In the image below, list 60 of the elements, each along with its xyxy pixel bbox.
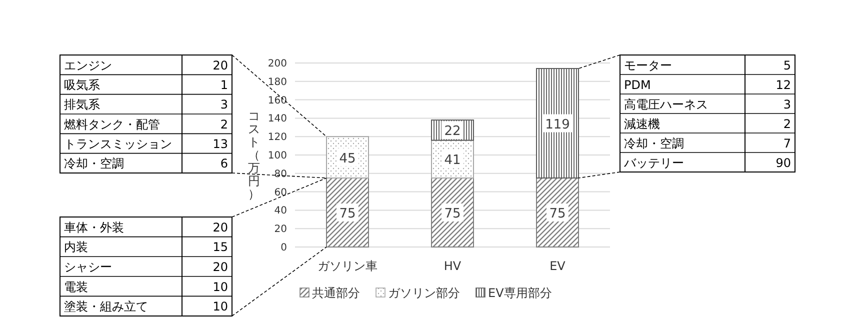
category-label: 減速機 — [624, 116, 660, 131]
category-label: 冷却・空調 — [64, 156, 124, 171]
bar — [536, 68, 579, 178]
data-label: 2 — [220, 117, 228, 132]
data-label: 119 — [545, 117, 570, 132]
data-label: 13 — [212, 137, 228, 151]
category-label: PDM — [624, 78, 651, 92]
y-axis-title: コスト（万円） — [248, 109, 260, 201]
category-label: 内装 — [64, 240, 88, 254]
category-label: エンジン — [64, 58, 112, 72]
data-label: 7 — [783, 136, 791, 150]
category-label: バッテリー — [623, 156, 684, 170]
data-label: 6 — [220, 156, 228, 171]
category-label: 燃料タンク・配管 — [64, 117, 160, 132]
category-label: 電装 — [64, 280, 88, 294]
legend-label: 共通部分 — [312, 286, 360, 300]
data-label: 3 — [220, 98, 228, 112]
x-tick-label: EV — [550, 259, 566, 273]
data-label: 90 — [776, 156, 791, 170]
x-tick-label: HV — [444, 259, 462, 273]
data-label: 3 — [783, 97, 791, 112]
data-label: 75 — [444, 206, 461, 222]
category-label: モーター — [624, 58, 672, 72]
data-label: 10 — [212, 300, 228, 314]
y-tick-label: 80 — [274, 168, 287, 180]
data-label: 5 — [783, 58, 791, 72]
data-label: 41 — [444, 153, 461, 168]
y-tick-label: 60 — [274, 187, 287, 198]
data-label: 45 — [339, 151, 356, 166]
data-label: 10 — [212, 280, 228, 294]
data-label: 20 — [212, 220, 228, 234]
x-tick-label: ガソリン車 — [318, 259, 378, 273]
legend-label: EV専用部分 — [488, 286, 552, 300]
data-label: 22 — [444, 124, 461, 140]
data-label: 1 — [220, 78, 228, 92]
y-tick-label: 120 — [268, 132, 287, 144]
data-label: 12 — [776, 78, 791, 92]
data-label: 75 — [339, 206, 356, 222]
y-tick-label: 20 — [274, 224, 287, 236]
y-tick-label: 100 — [268, 150, 287, 162]
category-label: 吸気系 — [64, 78, 100, 92]
legend-label: ガソリン部分 — [388, 286, 460, 300]
category-label: トランスミッション — [64, 137, 172, 151]
y-tick-label: 40 — [274, 206, 287, 217]
data-label: 20 — [212, 260, 228, 274]
data-label: 20 — [212, 58, 228, 72]
y-tick-label: 200 — [268, 58, 287, 70]
category-label: 冷却・空調 — [624, 136, 684, 150]
category-label: シャシー — [64, 260, 112, 274]
y-tick-label: 180 — [268, 76, 287, 88]
y-tick-label: 160 — [268, 95, 287, 106]
category-label: 排気系 — [64, 98, 100, 112]
data-label: 2 — [783, 116, 791, 131]
y-tick-label: 0 — [280, 242, 287, 254]
data-label: 15 — [212, 240, 228, 254]
y-tick-label: 140 — [268, 114, 287, 125]
category-label: 高電圧ハーネス — [624, 97, 708, 112]
category-label: 車体・外装 — [64, 220, 124, 234]
category-label: 塗装・組み立て — [64, 300, 148, 314]
data-label: 75 — [549, 206, 566, 222]
